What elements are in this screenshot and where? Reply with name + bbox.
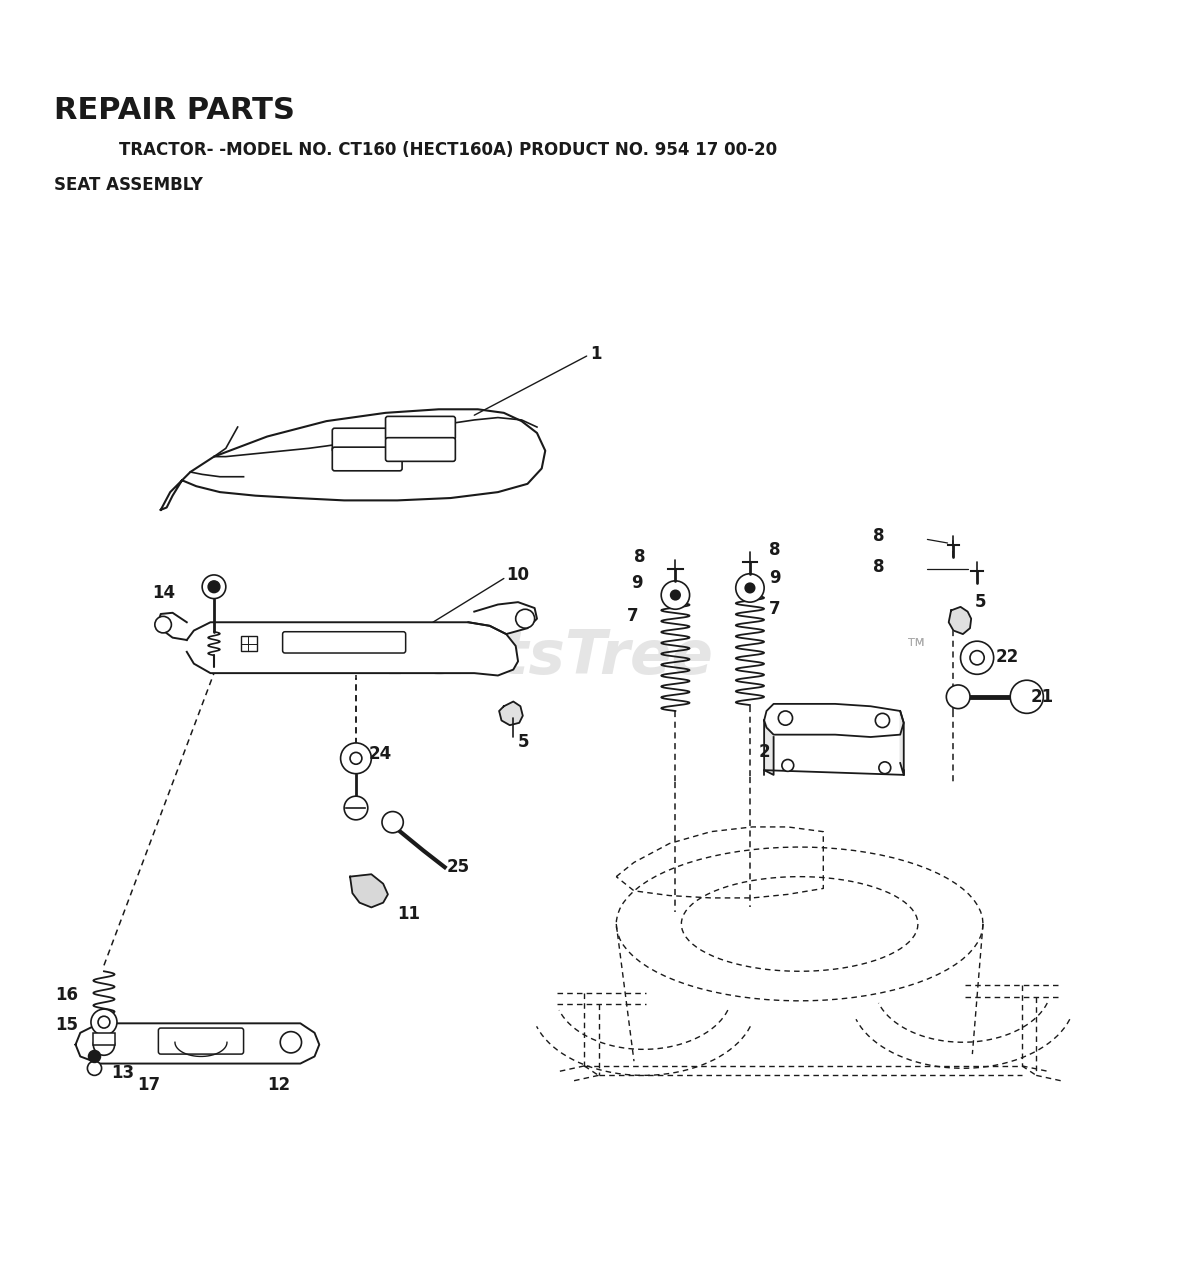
Bar [93, 1033, 115, 1044]
Circle shape [382, 812, 403, 833]
Text: REPAIR PARTS: REPAIR PARTS [54, 96, 296, 124]
Polygon shape [764, 721, 773, 774]
Text: 5: 5 [518, 732, 529, 751]
Text: 13: 13 [111, 1064, 134, 1082]
Circle shape [202, 575, 226, 599]
Circle shape [661, 581, 689, 609]
Text: 8: 8 [874, 558, 885, 576]
Circle shape [960, 641, 994, 675]
Polygon shape [764, 704, 904, 737]
Text: 14: 14 [152, 584, 175, 602]
Polygon shape [75, 1023, 320, 1064]
Text: 22: 22 [996, 648, 1020, 666]
Circle shape [154, 617, 171, 632]
Text: 8: 8 [874, 527, 885, 545]
Polygon shape [350, 874, 388, 908]
Polygon shape [949, 607, 971, 634]
Text: 7: 7 [768, 600, 780, 618]
Polygon shape [160, 410, 546, 509]
Bar [242, 636, 256, 650]
Text: 8: 8 [634, 548, 646, 566]
Polygon shape [187, 622, 518, 676]
Text: 25: 25 [446, 858, 470, 876]
Text: 9: 9 [768, 570, 780, 588]
FancyBboxPatch shape [333, 447, 402, 471]
Circle shape [350, 753, 361, 764]
Text: 15: 15 [55, 1015, 78, 1033]
Text: 10: 10 [506, 566, 529, 584]
Circle shape [344, 796, 367, 819]
Circle shape [87, 1061, 102, 1075]
Text: 17: 17 [138, 1076, 160, 1094]
Circle shape [89, 1051, 101, 1062]
Polygon shape [158, 613, 187, 640]
Text: 2: 2 [759, 744, 770, 762]
FancyBboxPatch shape [158, 1028, 243, 1055]
Text: 7: 7 [627, 607, 639, 626]
Circle shape [947, 685, 970, 709]
Circle shape [879, 762, 891, 773]
FancyBboxPatch shape [385, 438, 455, 461]
Text: 1: 1 [590, 344, 602, 362]
FancyBboxPatch shape [385, 416, 455, 440]
FancyBboxPatch shape [333, 429, 402, 452]
Circle shape [970, 650, 984, 664]
Text: 5: 5 [974, 593, 986, 611]
Text: 12: 12 [267, 1076, 291, 1094]
Text: SEAT ASSEMBLY: SEAT ASSEMBLY [54, 177, 203, 195]
Polygon shape [900, 710, 904, 774]
Polygon shape [468, 602, 537, 634]
Circle shape [91, 1009, 117, 1036]
Circle shape [208, 581, 220, 593]
Text: TM: TM [909, 637, 925, 648]
Circle shape [280, 1032, 302, 1053]
Text: PartsTree: PartsTree [388, 628, 715, 687]
Text: 24: 24 [369, 745, 393, 763]
Text: 8: 8 [768, 541, 780, 559]
Circle shape [746, 584, 754, 593]
Circle shape [778, 710, 792, 726]
Circle shape [736, 573, 764, 602]
Circle shape [875, 713, 889, 727]
Circle shape [341, 742, 371, 773]
Text: 9: 9 [631, 575, 643, 593]
Circle shape [670, 590, 680, 600]
Text: 11: 11 [397, 905, 420, 923]
FancyBboxPatch shape [282, 632, 406, 653]
Text: 21: 21 [1031, 687, 1053, 705]
Circle shape [1010, 680, 1044, 713]
Circle shape [98, 1016, 110, 1028]
Circle shape [93, 1034, 115, 1055]
Text: 16: 16 [55, 986, 78, 1004]
Polygon shape [499, 701, 523, 726]
Text: TM: TM [909, 637, 925, 648]
Text: TRACTOR- -MODEL NO. CT160 (HECT160A) PRODUCT NO. 954 17 00-20: TRACTOR- -MODEL NO. CT160 (HECT160A) PRO… [120, 141, 778, 159]
Circle shape [782, 759, 794, 772]
Circle shape [516, 609, 535, 628]
